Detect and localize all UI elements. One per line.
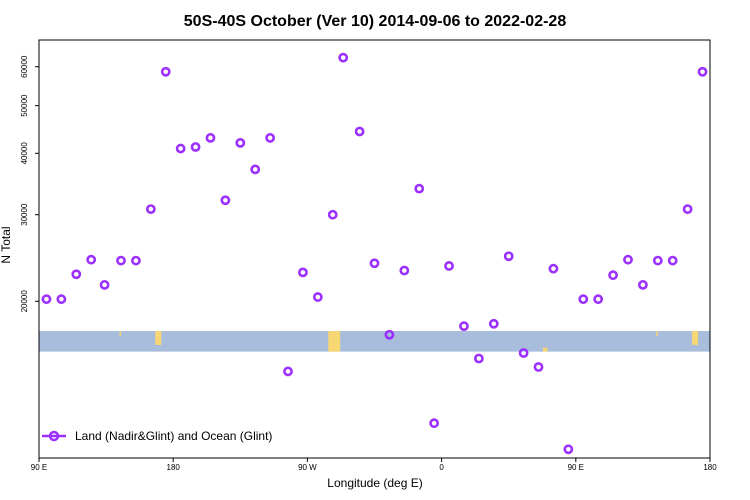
legend-marker [48,430,60,442]
axes: 90 E 180 90 W 0 90 E 180 20000 30000 40000 50000 6… [20,39,717,472]
y-tick-label: 20000 [20,290,29,313]
data-point [459,321,469,332]
data-point [283,366,293,377]
data-point [99,279,110,290]
data-point [578,294,589,305]
x-tick-label: 0 [439,463,444,472]
x-axis-label: Longitude (deg E) [327,476,422,490]
data-point [116,255,126,266]
data-point [518,348,529,358]
data-point [354,126,365,137]
data-point [623,254,633,265]
data-point [56,294,67,305]
data-point [369,258,380,269]
x-tick-label: 180 [703,463,717,472]
x-tick-label: 90 E [31,463,47,472]
land-patch [328,331,341,352]
y-tick-label: 30000 [20,203,29,226]
x-tick-label: 180 [167,463,181,472]
data-point [638,279,648,290]
land-patch [119,331,122,336]
data-point [265,132,276,143]
data-point [205,132,216,143]
data-point [131,255,141,266]
data-point [608,270,618,281]
legend: Land (Nadir&Glint) and Ocean (Glint) [42,429,272,443]
data-point [327,209,338,220]
data-point [220,195,231,206]
data-point [697,66,708,77]
data-point [473,353,484,364]
data-point [384,329,395,340]
x-tick-label: 90 W [298,463,317,472]
data-point [41,294,52,305]
data-point [682,204,693,214]
y-tick-label: 50000 [20,94,29,117]
data-point [667,255,678,266]
data-point [652,255,663,266]
data-point [250,164,261,175]
x-tick-label: 90 E [568,463,584,472]
data-points [41,52,708,455]
land-patch [656,331,658,336]
y-axis-label: N Total [0,226,13,263]
data-point [533,362,544,372]
data-point [548,263,559,274]
data-point [429,418,440,429]
data-point [444,261,454,271]
chart-title: 50S-40S October (Ver 10) 2014-09-06 to 2… [184,13,567,30]
data-point [593,294,604,305]
data-point [86,254,97,265]
data-point [414,183,425,194]
data-point [160,66,171,77]
ocean-band [39,331,710,352]
data-point [503,251,514,262]
y-tick-label: 40000 [20,142,29,165]
data-point [488,318,499,329]
data-point [399,265,410,276]
data-point [145,204,156,214]
data-point [175,143,186,154]
legend-label: Land (Nadir&Glint) and Ocean (Glint) [75,429,272,443]
plot-frame [38,39,711,459]
land-patch [155,331,162,345]
data-point [190,142,201,152]
data-point [71,269,82,280]
data-point [298,267,308,278]
data-point [312,292,323,302]
land-patch [542,347,548,352]
ocean-land-band [39,331,710,352]
data-point [235,137,246,148]
land-patch [692,331,699,345]
data-point [563,444,574,455]
data-point [338,52,349,63]
y-tick-label: 60000 [20,55,29,78]
